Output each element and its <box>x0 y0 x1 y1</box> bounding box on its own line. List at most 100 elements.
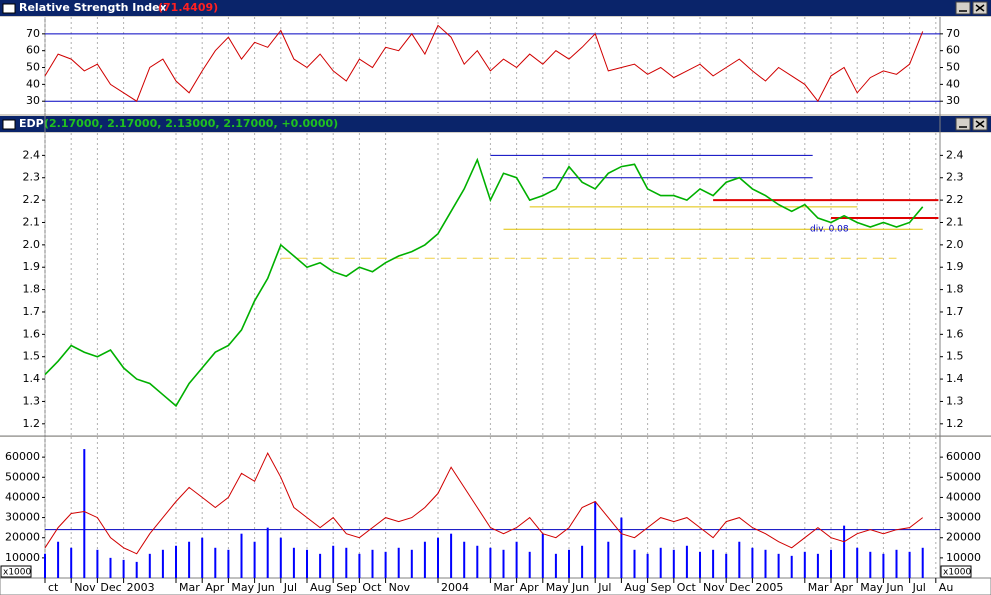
button-glyphs <box>959 4 985 12</box>
y-tick-label: 2.3 <box>23 171 41 184</box>
y-tick-label: 1.7 <box>946 305 964 318</box>
volume-bar <box>882 553 885 578</box>
volume-bar <box>528 551 531 578</box>
volume-bar <box>148 553 151 578</box>
panel-bg <box>0 17 991 114</box>
y-tick-label: 1.7 <box>23 305 41 318</box>
x-tick-label: May <box>546 581 569 594</box>
y-tick-label: 70 <box>26 27 40 40</box>
x-tick-label: Jul <box>597 581 611 594</box>
title-bar <box>0 0 991 16</box>
y-tick-label: 40000 <box>946 490 981 503</box>
y-tick-label: 1.6 <box>23 327 41 340</box>
volume-bar <box>214 547 217 578</box>
minimize-button[interactable] <box>955 1 971 15</box>
y-tick-label: 2.2 <box>23 193 41 206</box>
x-tick-label: Apr <box>834 581 854 594</box>
volume-bar <box>803 551 806 578</box>
x-tick-label: Apr <box>205 581 225 594</box>
volume-bar <box>384 551 387 578</box>
volume-bar <box>188 541 191 578</box>
y-tick-label: 2.2 <box>946 193 964 206</box>
volume-bar <box>423 541 426 578</box>
volume-bar <box>306 549 309 578</box>
y-tick-label: 60000 <box>946 450 981 463</box>
y-tick-label: 50 <box>946 61 960 74</box>
volume-bar <box>856 547 859 578</box>
y-tick-label: 2.0 <box>23 238 41 251</box>
plot-layer: 30 30 40 40 50 50 60 60 70 70 1.2 1.2 1.3 1.3 1.4 1.4 1.… <box>5 17 981 594</box>
panel-title-value: (71.4409) <box>158 1 218 14</box>
y-tick-label: 20000 <box>5 531 40 544</box>
y-tick-label: 60 <box>946 44 960 57</box>
x-tick-label: Mar <box>179 581 200 594</box>
volume-bar <box>790 555 793 578</box>
x-tick-label: Dec <box>100 581 121 594</box>
volume-bar <box>489 547 492 578</box>
y-tick-label: 1.8 <box>946 283 964 296</box>
y-tick-label: 1.6 <box>946 327 964 340</box>
volume-bar <box>57 541 60 578</box>
volume-bar <box>633 549 636 578</box>
volume-bar <box>397 547 400 578</box>
y-tick-label: 50000 <box>946 470 981 483</box>
volume-bar <box>83 449 86 578</box>
volume-bar <box>227 549 230 578</box>
x-tick-label: Nov <box>389 581 411 594</box>
x-tick-label: Mar <box>808 581 829 594</box>
y-tick-label: 2.1 <box>946 215 964 228</box>
y-tick-label: 10000 <box>946 551 981 564</box>
volume-bar <box>463 541 466 578</box>
volume-bar <box>816 553 819 578</box>
volume-bar <box>541 533 544 578</box>
volume-bar <box>175 545 178 578</box>
x-tick-label: Nov <box>74 581 96 594</box>
button-glyphs <box>959 120 985 128</box>
y-tick-label: 2.0 <box>946 238 964 251</box>
x-tick-label: ct <box>48 581 59 594</box>
volume-bar <box>410 549 413 578</box>
y-tick-label: 40 <box>946 77 960 90</box>
unit-box <box>0 565 32 578</box>
minimize-button[interactable] <box>955 117 971 131</box>
volume-bar <box>109 557 112 578</box>
volume-bar <box>502 549 505 578</box>
x-tick-label: May <box>860 581 883 594</box>
series-line <box>44 157 924 408</box>
y-tick-label: 60 <box>26 44 40 57</box>
window-icon <box>2 119 16 130</box>
volume-bar <box>292 547 295 578</box>
y-tick-label: 2.3 <box>946 171 964 184</box>
volume-bar <box>843 525 846 578</box>
x-tick-label: Apr <box>520 581 540 594</box>
volume-bar <box>607 541 610 578</box>
x-tick-label: 2003 <box>127 581 155 594</box>
volume-bar <box>869 551 872 578</box>
panel-title-value: (2.17000, 2.17000, 2.13000, 2.17000, +0.… <box>44 117 338 130</box>
y-tick-label: 2.4 <box>23 148 41 161</box>
panel-bg <box>0 133 991 436</box>
volume-bar <box>908 551 911 578</box>
volume-bar <box>44 553 46 578</box>
y-tick-label: 30 <box>946 94 960 107</box>
y-tick-label: 40 <box>26 77 40 90</box>
volume-bar <box>581 545 584 578</box>
y-tick-label: 1.5 <box>23 350 41 363</box>
volume-bar <box>201 537 204 578</box>
x-tick-label: Sep <box>651 581 672 594</box>
y-tick-label: 1.9 <box>23 260 41 273</box>
volume-bar <box>712 549 715 578</box>
volume-bar <box>830 549 833 578</box>
x-tick-label: Aug <box>624 581 645 594</box>
x-tick-label: 2004 <box>441 581 469 594</box>
volume-bar <box>672 549 675 578</box>
y-tick-label: 30000 <box>946 511 981 524</box>
y-tick-label: 30000 <box>5 511 40 524</box>
y-tick-label: 1.9 <box>946 260 964 273</box>
x-tick-label: Au <box>939 581 954 594</box>
volume-bar <box>266 527 269 578</box>
y-tick-label: 2.1 <box>23 215 41 228</box>
panel-title: EDP <box>19 117 44 130</box>
volume-bar <box>764 549 767 578</box>
